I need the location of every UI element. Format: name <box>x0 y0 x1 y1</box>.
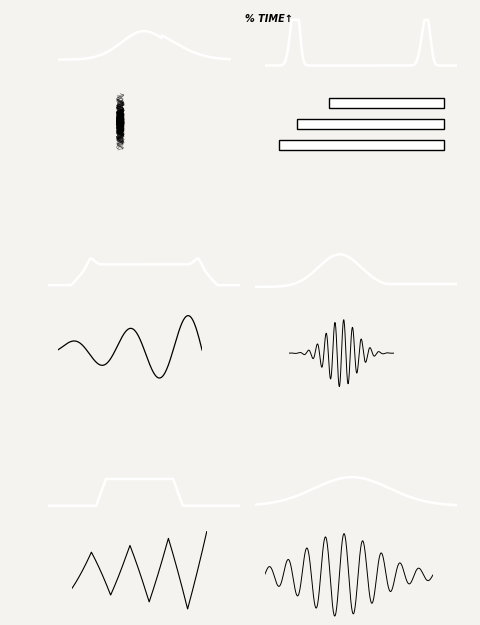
Bar <box>278 140 443 150</box>
Bar <box>297 119 443 129</box>
Bar <box>328 98 443 108</box>
Text: % TIME↑: % TIME↑ <box>245 14 293 24</box>
